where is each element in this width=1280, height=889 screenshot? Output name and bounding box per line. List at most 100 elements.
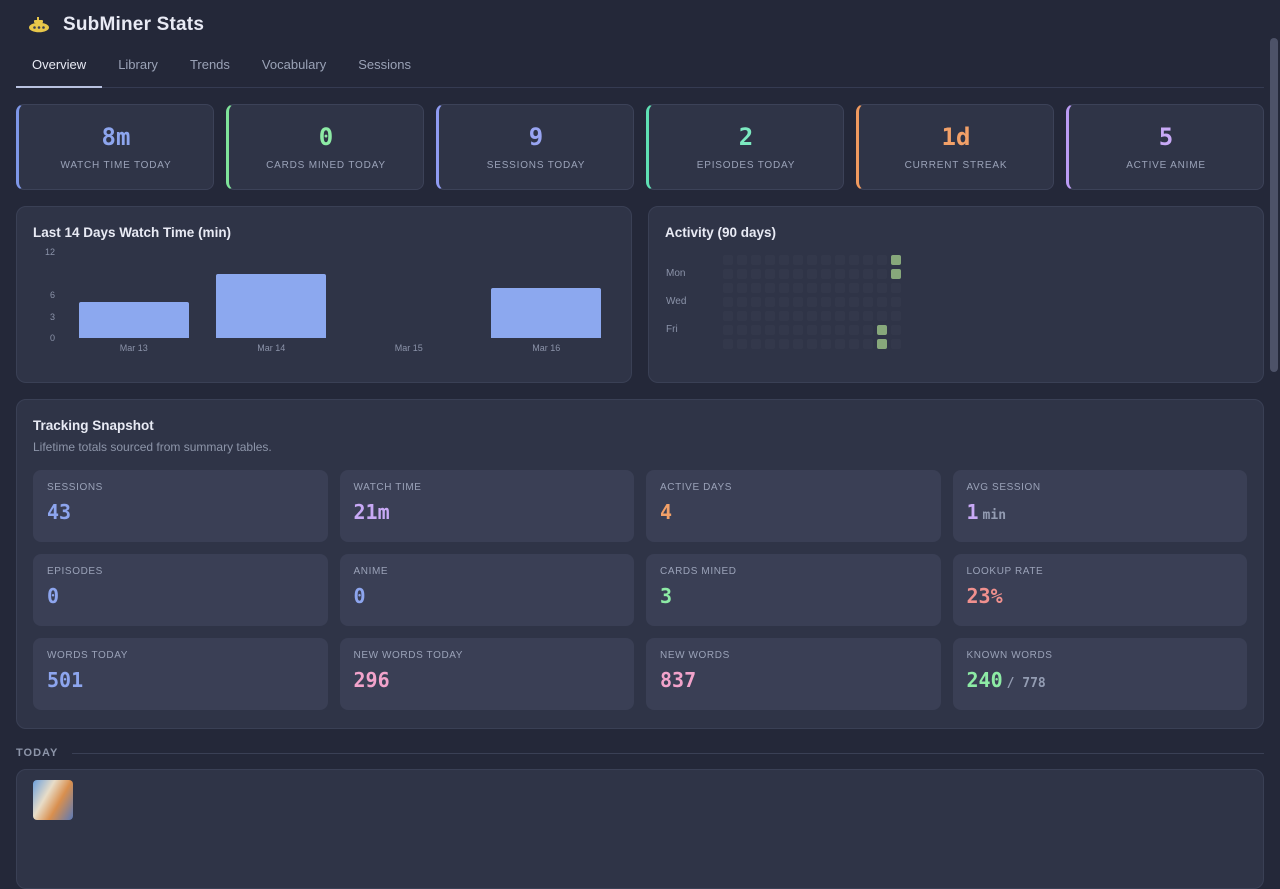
y-tick-label: 3 [49,311,55,322]
activity-cell [835,325,845,335]
tile-suffix: min [982,508,1007,523]
activity-cell [779,255,789,265]
activity-cell [765,269,775,279]
stat-card-cards-mined-today: 0 CARDS MINED TODAY [226,104,424,190]
activity-cell [751,269,761,279]
activity-cell [821,339,831,349]
watch-time-bar [78,302,189,338]
app-title: SubMiner Stats [63,14,205,35]
activity-cell [723,269,733,279]
heatmap-week-column [821,255,831,353]
tile-label: ANIME [353,566,389,577]
heatmap-week-column [863,255,873,353]
activity-cell [863,325,873,335]
activity-cell [863,339,873,349]
activity-cell [891,255,901,265]
activity-cell [835,339,845,349]
activity-cell [807,283,817,293]
activity-cell [891,297,901,307]
tab-vocabulary[interactable]: Vocabulary [261,57,327,72]
x-tick-label: Mar 15 [394,343,423,353]
activity-cell [765,297,775,307]
activity-cell [765,255,775,265]
activity-cell [723,311,733,321]
activity-panel: Activity (90 days) Mon Wed Fri [648,206,1264,383]
activity-cell [877,269,887,279]
tile-value: 1 [966,500,979,524]
activity-cell [737,297,747,307]
tile-episodes: EPISODES 0 [33,554,328,626]
activity-cell [779,269,789,279]
stat-value: 0 [318,123,334,151]
watch-time-bar [216,273,327,338]
y-tick-label: 12 [44,247,55,257]
tile-label: KNOWN WORDS [966,650,1053,661]
bar-slot [340,252,478,338]
watch-time-chart: 12 6 3 0 Mar 13 Mar 14 Mar 15 Mar 16 [33,247,615,353]
activity-cell [765,325,775,335]
tile-watch-time: WATCH TIME 21m [339,470,634,542]
tile-value: 296 [353,668,390,692]
stat-card-episodes-today: 2 EPISODES TODAY [646,104,844,190]
stat-label: SESSIONS TODAY [486,160,586,171]
activity-cell [863,297,873,307]
activity-cell [751,297,761,307]
stat-card-sessions-today: 9 SESSIONS TODAY [436,104,634,190]
activity-cell [737,339,747,349]
stat-card-current-streak: 1d CURRENT STREAK [856,104,1054,190]
stat-value: 5 [1158,123,1174,151]
tile-label: LOOKUP RATE [966,566,1044,577]
tab-trends[interactable]: Trends [189,57,230,72]
activity-cell [835,269,845,279]
activity-cell [723,325,733,335]
y-tick-label: 6 [49,290,55,300]
tile-label: SESSIONS [47,482,103,493]
activity-cell [793,255,803,265]
activity-cell [835,255,845,265]
submarine-logo-icon [28,17,50,33]
heatmap-week-column [849,255,859,353]
activity-cell [723,283,733,293]
activity-cell [877,297,887,307]
activity-cell [737,269,747,279]
scrollbar-thumb[interactable] [1270,38,1278,372]
activity-cell [849,297,859,307]
activity-cell [863,311,873,321]
tile-label: EPISODES [47,566,103,577]
activity-cell [751,283,761,293]
tab-sessions[interactable]: Sessions [358,57,411,72]
activity-cell [849,339,859,349]
activity-cell [835,283,845,293]
activity-cell [891,269,901,279]
activity-cell [793,297,803,307]
tile-value: 837 [660,668,697,692]
activity-cell [751,339,761,349]
activity-cell [891,283,901,293]
stat-label: WATCH TIME TODAY [60,160,172,171]
activity-cell [793,311,803,321]
tab-library[interactable]: Library [118,57,158,72]
activity-cell [849,325,859,335]
tile-avg-session: AVG SESSION 1 min [952,470,1247,542]
activity-cell [835,297,845,307]
activity-cell [863,269,873,279]
bar-slot [65,252,203,338]
stat-label: EPISODES TODAY [696,160,796,171]
activity-cell [821,311,831,321]
activity-cell [737,311,747,321]
stat-card-watch-time-today: 8m WATCH TIME TODAY [16,104,214,190]
tab-overview[interactable]: Overview [16,44,103,88]
activity-grid [723,255,901,353]
heatmap-week-column [877,255,887,353]
activity-cell [863,283,873,293]
activity-cell [737,255,747,265]
activity-cell [835,311,845,321]
tile-anime: ANIME 0 [339,554,634,626]
activity-cell [723,339,733,349]
activity-cell [807,255,817,265]
tile-value: 0 [47,584,60,608]
watch-time-xlabels: Mar 13 Mar 14 Mar 15 Mar 16 [65,343,615,353]
activity-cell [877,339,887,349]
today-section-header: TODAY [16,747,1264,759]
activity-cell [765,339,775,349]
